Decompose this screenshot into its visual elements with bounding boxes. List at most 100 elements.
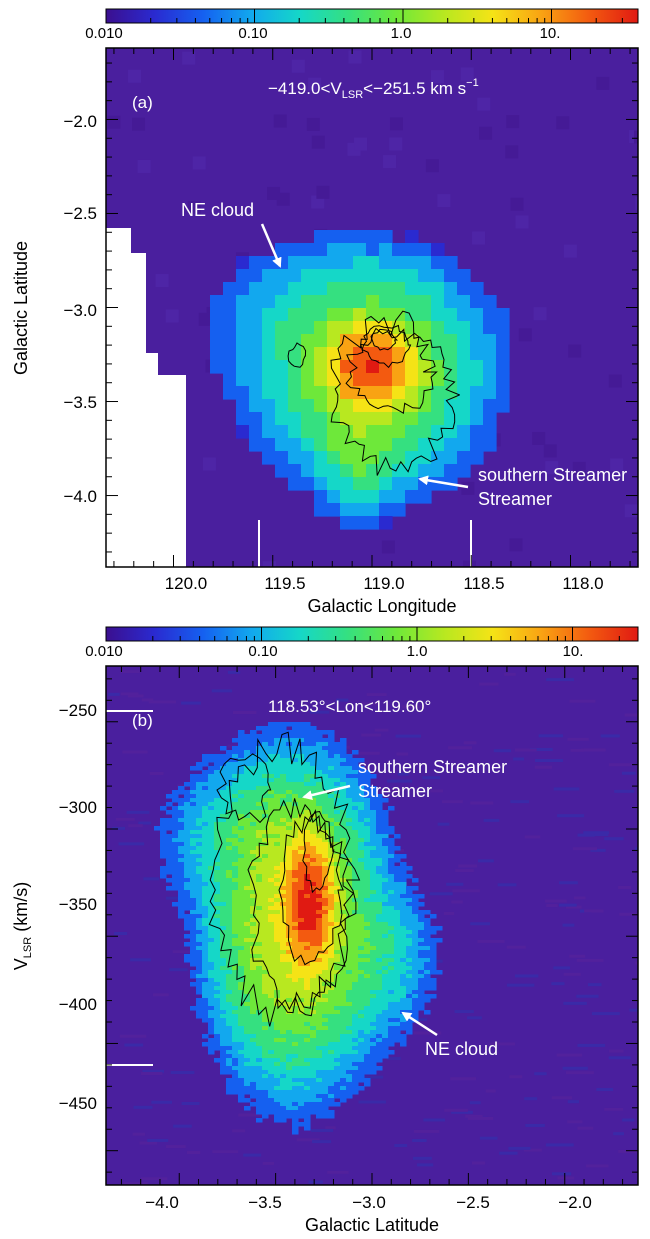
image-pixel xyxy=(196,810,203,815)
image-pixel xyxy=(214,886,221,891)
image-pixel xyxy=(280,1118,287,1123)
image-pixel xyxy=(208,782,215,787)
image-pixel xyxy=(412,1014,419,1019)
image-pixel xyxy=(178,810,185,815)
image-pixel xyxy=(292,974,299,979)
image-pixel xyxy=(334,882,341,887)
image-pixel xyxy=(244,786,251,791)
image-pixel xyxy=(370,774,377,779)
image-pixel xyxy=(322,1038,329,1043)
contour-line xyxy=(370,328,399,351)
noise-streak xyxy=(553,966,570,970)
image-pixel xyxy=(160,834,167,839)
image-pixel xyxy=(388,858,395,863)
image-pixel xyxy=(304,1002,311,1007)
image-pixel xyxy=(256,770,263,775)
image-pixel xyxy=(214,762,221,767)
image-pixel xyxy=(280,774,287,779)
image-pixel xyxy=(280,1006,287,1011)
image-pixel xyxy=(301,451,315,465)
image-pixel xyxy=(400,902,407,907)
image-pixel xyxy=(214,966,221,971)
image-pixel xyxy=(382,886,389,891)
image-pixel xyxy=(314,230,328,244)
image-pixel xyxy=(202,810,209,815)
image-pixel xyxy=(236,334,250,348)
image-pixel xyxy=(214,782,221,787)
image-pixel xyxy=(424,946,431,951)
image-pixel xyxy=(275,243,289,257)
image-pixel xyxy=(328,966,335,971)
image-pixel xyxy=(262,790,269,795)
image-pixel xyxy=(232,878,239,883)
image-pixel xyxy=(424,938,431,943)
image-pixel xyxy=(340,830,347,835)
image-pixel xyxy=(280,866,287,871)
image-pixel xyxy=(322,966,329,971)
image-pixel xyxy=(400,922,407,927)
noise-streak xyxy=(151,1100,173,1104)
image-pixel xyxy=(280,818,287,823)
image-pixel xyxy=(190,878,197,883)
image-pixel xyxy=(208,886,215,891)
image-pixel xyxy=(310,922,317,927)
image-pixel xyxy=(316,1110,323,1115)
image-pixel xyxy=(314,282,328,296)
image-pixel xyxy=(322,778,329,783)
image-pixel xyxy=(220,858,227,863)
image-pixel xyxy=(382,898,389,903)
image-pixel xyxy=(322,1066,329,1071)
image-pixel xyxy=(352,818,359,823)
image-pixel xyxy=(268,902,275,907)
image-pixel xyxy=(220,1046,227,1051)
image-pixel xyxy=(274,1042,281,1047)
image-pixel xyxy=(268,1030,275,1035)
image-pixel xyxy=(388,962,395,967)
image-pixel xyxy=(316,1042,323,1047)
image-pixel xyxy=(196,858,203,863)
image-pixel xyxy=(364,1062,371,1067)
image-pixel xyxy=(232,918,239,923)
image-pixel xyxy=(316,762,323,767)
image-pixel xyxy=(310,1014,317,1019)
image-pixel xyxy=(394,946,401,951)
image-pixel xyxy=(250,1074,257,1079)
image-pixel xyxy=(370,1006,377,1011)
image-pixel xyxy=(364,1010,371,1015)
image-pixel xyxy=(316,926,323,931)
image-pixel xyxy=(275,386,289,400)
image-pixel xyxy=(274,746,281,751)
contour-line xyxy=(330,310,460,476)
noise-streak xyxy=(123,1182,148,1185)
image-pixel xyxy=(256,994,263,999)
image-pixel xyxy=(310,914,317,919)
image-pixel xyxy=(358,818,365,823)
image-pixel xyxy=(382,866,389,871)
image-pixel xyxy=(268,942,275,947)
image-pixel xyxy=(256,750,263,755)
image-pixel xyxy=(412,902,419,907)
image-pixel xyxy=(346,874,353,879)
noise-pixel xyxy=(629,130,638,144)
panel-a-label: (a) xyxy=(132,93,153,112)
noise-streak xyxy=(534,765,553,769)
image-pixel xyxy=(370,914,377,919)
image-pixel xyxy=(262,1070,269,1075)
panel-b-ylabel-sub: LSR xyxy=(22,937,34,958)
image-pixel xyxy=(244,1062,251,1067)
image-pixel xyxy=(304,818,311,823)
image-pixel xyxy=(346,946,353,951)
image-pixel xyxy=(286,722,293,727)
image-pixel xyxy=(178,882,185,887)
image-pixel xyxy=(310,918,317,923)
image-pixel xyxy=(340,1022,347,1027)
image-pixel xyxy=(316,1046,323,1051)
image-pixel xyxy=(364,830,371,835)
image-pixel xyxy=(214,942,221,947)
panel-b-ytick: −300 xyxy=(59,798,97,817)
image-pixel xyxy=(431,269,445,283)
image-pixel xyxy=(382,954,389,959)
image-pixel xyxy=(268,1110,275,1115)
image-pixel xyxy=(346,758,353,763)
image-pixel xyxy=(405,490,419,504)
